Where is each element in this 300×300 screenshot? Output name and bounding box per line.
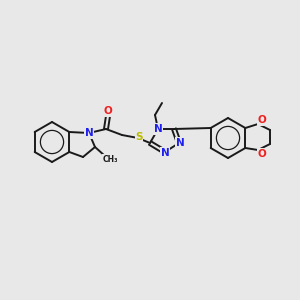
Text: N: N [154, 124, 162, 134]
Text: N: N [160, 148, 169, 158]
Text: O: O [258, 149, 266, 159]
Text: N: N [176, 138, 184, 148]
Text: O: O [103, 106, 112, 116]
Text: CH₃: CH₃ [102, 154, 118, 164]
Text: O: O [258, 115, 266, 125]
Text: N: N [85, 128, 93, 138]
Text: S: S [135, 132, 143, 142]
